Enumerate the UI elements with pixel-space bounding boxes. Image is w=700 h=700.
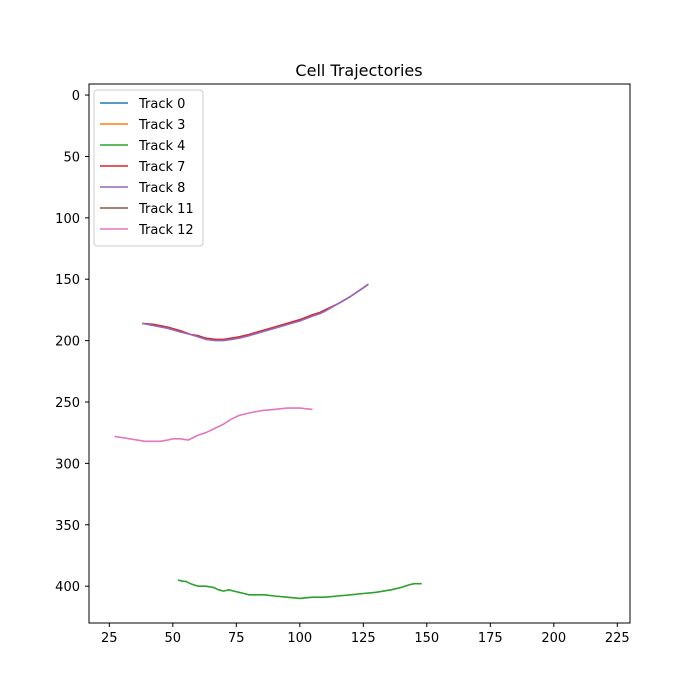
plot-frame	[88, 83, 631, 624]
x-tick-label: 175	[478, 631, 503, 646]
y-tick-label: 250	[55, 396, 80, 411]
legend-label: Track 8	[138, 181, 185, 196]
legend-box	[93, 89, 204, 247]
x-tick-label: 100	[287, 631, 312, 646]
legend-label: Track 7	[138, 160, 185, 175]
legend-label: Track 0	[138, 97, 185, 112]
legend-label: Track 12	[138, 223, 194, 238]
y-tick-label: 50	[63, 150, 80, 165]
y-tick-label: 350	[55, 519, 80, 534]
plot-lines	[114, 283, 422, 600]
y-tick-label: 400	[55, 580, 80, 595]
x-tick-label: 50	[165, 631, 182, 646]
x-tick-label: 25	[101, 631, 118, 646]
y-tick-label: 0	[72, 89, 80, 104]
legend-label: Track 4	[138, 139, 185, 154]
x-axis: 25 50 75 100 125 150 175 200 225	[101, 623, 630, 646]
y-tick-label: 200	[55, 335, 80, 350]
chart-title: Cell Trajectories	[295, 61, 422, 80]
y-tick-label: 150	[55, 273, 80, 288]
series-line-4	[142, 283, 369, 342]
legend-label: Track 11	[138, 202, 194, 217]
x-tick-label: 150	[414, 631, 439, 646]
legend: Track 0 Track 3 Track 4 Track 7 Track 8 Track…	[93, 89, 204, 247]
y-tick-label: 100	[55, 212, 80, 227]
y-tick-label: 300	[55, 457, 80, 472]
series-line-6	[114, 407, 313, 443]
x-tick-label: 125	[351, 631, 376, 646]
legend-label: Track 3	[138, 118, 185, 133]
x-tick-label: 75	[228, 631, 245, 646]
x-tick-label: 225	[605, 631, 630, 646]
y-axis: 0 50 100 150 200 250 300 350 400	[55, 89, 89, 595]
x-tick-label: 200	[541, 631, 566, 646]
series-line-2	[177, 579, 422, 600]
